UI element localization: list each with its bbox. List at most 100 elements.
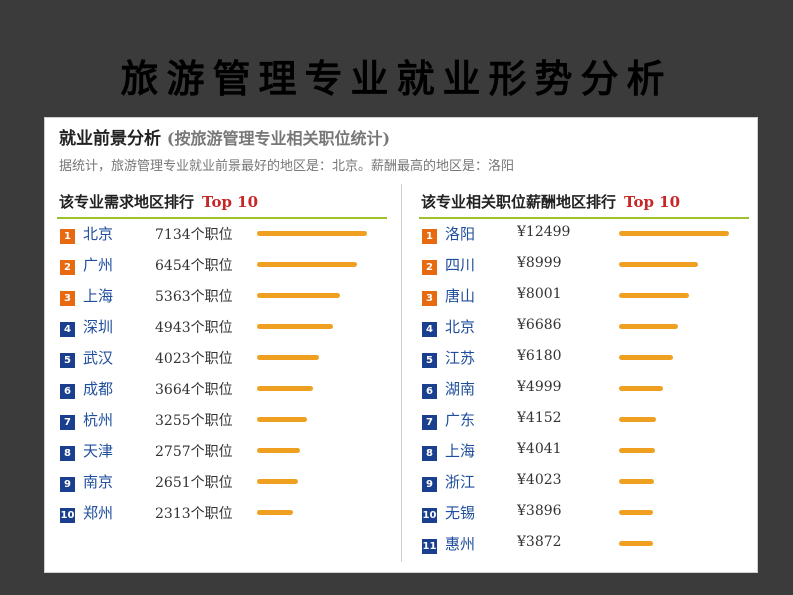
- city-link[interactable]: 唐山: [445, 287, 476, 305]
- value-bar: [619, 510, 653, 515]
- panel-description: 据统计，旅游管理专业就业前景最好的地区是：北京。薪酬最高的地区是：洛阳: [59, 159, 515, 174]
- value-label: 7134个职位: [155, 227, 233, 243]
- value-bar: [257, 355, 319, 360]
- rank-badge: 7: [422, 415, 437, 430]
- value-bar: [257, 510, 293, 515]
- ranking-row: 3 唐山 ¥8001: [419, 281, 749, 312]
- city-link[interactable]: 北京: [445, 318, 476, 336]
- panel-heading: 就业前景分析 (按旅游管理专业相关职位统计): [59, 124, 390, 149]
- value-bar: [257, 324, 333, 329]
- city-link[interactable]: 湖南: [445, 380, 476, 398]
- city-link[interactable]: 天津: [83, 442, 114, 460]
- rank-badge: 10: [60, 508, 75, 523]
- rank-badge: 2: [60, 260, 75, 275]
- value-bar: [619, 262, 698, 267]
- value-label: ¥8001: [517, 286, 562, 302]
- employment-outlook-panel: 就业前景分析 (按旅游管理专业相关职位统计) 据统计，旅游管理专业就业前景最好的…: [44, 117, 758, 573]
- value-bar: [257, 386, 313, 391]
- rank-badge: 6: [422, 384, 437, 399]
- ranking-row: 6 湖南 ¥4999: [419, 374, 749, 405]
- value-bar: [619, 479, 654, 484]
- ranking-row: 9 南京 2651个职位: [57, 467, 387, 498]
- city-link[interactable]: 武汉: [83, 349, 114, 367]
- city-link[interactable]: 江苏: [445, 349, 476, 367]
- value-label: 3664个职位: [155, 382, 233, 398]
- city-link[interactable]: 广州: [83, 256, 114, 274]
- city-link[interactable]: 无锡: [445, 504, 476, 522]
- ranking-row: 10 郑州 2313个职位: [57, 498, 387, 529]
- value-label: ¥4152: [517, 410, 562, 426]
- city-link[interactable]: 洛阳: [445, 225, 476, 243]
- ranking-row: 2 四川 ¥8999: [419, 250, 749, 281]
- ranking-row: 7 杭州 3255个职位: [57, 405, 387, 436]
- value-label: 2651个职位: [155, 475, 233, 491]
- value-label: 6454个职位: [155, 258, 233, 274]
- ranking-row: 4 深圳 4943个职位: [57, 312, 387, 343]
- value-label: ¥3872: [517, 534, 562, 550]
- ranking-row: 8 上海 ¥4041: [419, 436, 749, 467]
- city-link[interactable]: 南京: [83, 473, 114, 491]
- city-link[interactable]: 成都: [83, 380, 114, 398]
- rank-badge: 3: [422, 291, 437, 306]
- slide-title: 旅游管理专业就业形势分析: [120, 56, 673, 101]
- salary-ranking-title-text: 该专业相关职位薪酬地区排行: [421, 193, 617, 211]
- rank-badge: 7: [60, 415, 75, 430]
- value-label: ¥6686: [517, 317, 562, 333]
- rank-badge: 1: [422, 229, 437, 244]
- panel-heading-main: 就业前景分析: [59, 129, 161, 149]
- rank-badge: 9: [422, 477, 437, 492]
- ranking-row: 7 广东 ¥4152: [419, 405, 749, 436]
- value-label: 2313个职位: [155, 506, 233, 522]
- city-link[interactable]: 广东: [445, 411, 476, 429]
- value-bar: [619, 386, 663, 391]
- ranking-row: 10 无锡 ¥3896: [419, 498, 749, 529]
- value-label: 5363个职位: [155, 289, 233, 305]
- city-link[interactable]: 惠州: [445, 535, 476, 553]
- rank-badge: 5: [60, 353, 75, 368]
- demand-ranking-top10: Top 10: [202, 193, 259, 211]
- ranking-row: 5 江苏 ¥6180: [419, 343, 749, 374]
- value-label: ¥3896: [517, 503, 562, 519]
- value-bar: [257, 293, 340, 298]
- rank-badge: 10: [422, 508, 437, 523]
- salary-ranking-top10: Top 10: [624, 193, 681, 211]
- city-link[interactable]: 郑州: [83, 504, 114, 522]
- rank-badge: 1: [60, 229, 75, 244]
- city-link[interactable]: 浙江: [445, 473, 476, 491]
- value-bar: [619, 448, 655, 453]
- demand-ranking-title: 该专业需求地区排行 Top 10: [57, 189, 387, 215]
- rank-badge: 11: [422, 539, 437, 554]
- panel-heading-sub: (按旅游管理专业相关职位统计): [166, 129, 391, 148]
- value-bar: [619, 293, 689, 298]
- value-bar: [619, 541, 653, 546]
- ranking-row: 2 广州 6454个职位: [57, 250, 387, 281]
- rank-badge: 8: [60, 446, 75, 461]
- ranking-row: 9 浙江 ¥4023: [419, 467, 749, 498]
- city-link[interactable]: 上海: [445, 442, 476, 460]
- rank-badge: 3: [60, 291, 75, 306]
- salary-ranking-rows: 1 洛阳 ¥12499 2 四川 ¥8999 3 唐山 ¥8001 4 北京 ¥6686 5 江苏 ¥618…: [419, 219, 749, 560]
- city-link[interactable]: 杭州: [83, 411, 114, 429]
- city-link[interactable]: 深圳: [83, 318, 114, 336]
- city-link[interactable]: 上海: [83, 287, 114, 305]
- value-bar: [257, 417, 307, 422]
- value-label: ¥8999: [517, 255, 562, 271]
- ranking-row: 1 洛阳 ¥12499: [419, 219, 749, 250]
- ranking-row: 4 北京 ¥6686: [419, 312, 749, 343]
- value-bar: [257, 231, 367, 236]
- rank-badge: 8: [422, 446, 437, 461]
- value-label: 3255个职位: [155, 413, 233, 429]
- ranking-row: 11 惠州 ¥3872: [419, 529, 749, 560]
- ranking-row: 1 北京 7134个职位: [57, 219, 387, 250]
- value-bar: [619, 417, 656, 422]
- rank-badge: 2: [422, 260, 437, 275]
- city-link[interactable]: 北京: [83, 225, 114, 243]
- rank-badge: 4: [422, 322, 437, 337]
- rank-badge: 4: [60, 322, 75, 337]
- value-label: ¥6180: [517, 348, 562, 364]
- value-label: 4023个职位: [155, 351, 233, 367]
- salary-ranking-chart: 该专业相关职位薪酬地区排行 Top 10 1 洛阳 ¥12499 2 四川 ¥8999 3 唐山…: [419, 189, 749, 560]
- value-bar: [619, 324, 678, 329]
- city-link[interactable]: 四川: [445, 256, 476, 274]
- salary-ranking-title: 该专业相关职位薪酬地区排行 Top 10: [419, 189, 749, 215]
